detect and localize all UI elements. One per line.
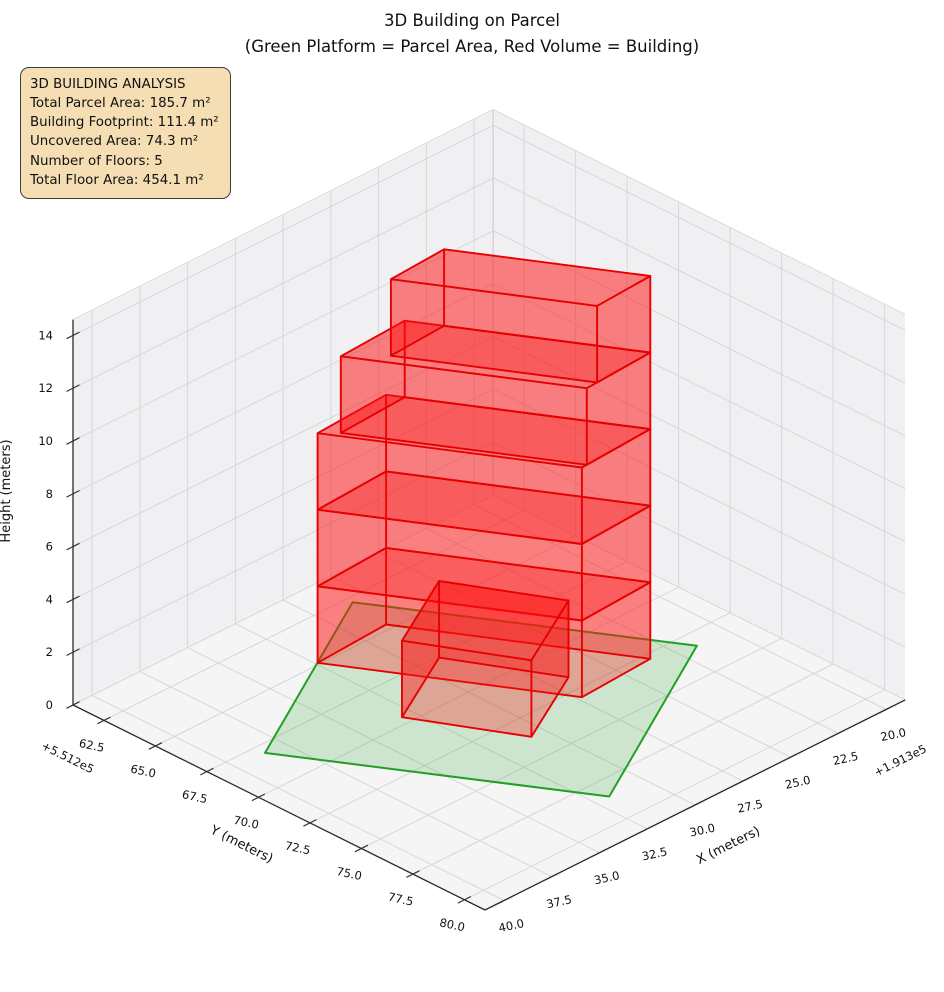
svg-text:35.0: 35.0: [593, 868, 621, 887]
svg-text:30.0: 30.0: [688, 821, 716, 840]
info-line-floors: Number of Floors: 5: [30, 153, 163, 169]
info-line-heading: 3D BUILDING ANALYSIS: [30, 77, 186, 92]
svg-text:40.0: 40.0: [497, 916, 525, 935]
svg-text:80.0: 80.0: [438, 915, 466, 934]
svg-text:14: 14: [38, 328, 53, 342]
z-axis-ticks: [66, 331, 80, 709]
svg-text:72.5: 72.5: [284, 838, 312, 857]
info-line-parcel-area: Total Parcel Area: 185.7 m²: [30, 96, 211, 112]
info-line-footprint: Building Footprint: 111.4 m²: [30, 115, 219, 131]
y-axis-label: Y (meters): [207, 823, 276, 867]
svg-text:70.0: 70.0: [232, 813, 260, 832]
svg-text:Y (meters): Y (meters): [207, 823, 276, 867]
svg-text:2: 2: [46, 645, 53, 659]
svg-text:75.0: 75.0: [335, 864, 363, 883]
x-axis-offset-text: +1.913e5: [872, 741, 929, 779]
annex-box: [401, 580, 570, 738]
svg-text:25.0: 25.0: [784, 773, 812, 792]
y-axis-tick-labels: 62.5 65.0 67.5 70.0 72.5 75.0 77.5 80.0: [78, 736, 466, 934]
svg-text:22.5: 22.5: [832, 749, 860, 768]
info-line-uncovered: Uncovered Area: 74.3 m²: [30, 134, 199, 150]
figure-title-block: 3D Building on Parcel (Green Platform = …: [0, 8, 944, 60]
figure-title: 3D Building on Parcel: [384, 11, 560, 30]
x-axis-ticks: [497, 705, 893, 905]
z-axis-tick-labels: 0 2 4 6 8 10 12 14: [38, 328, 53, 712]
building-floor-2: [316, 470, 652, 622]
svg-text:+1.913e5: +1.913e5: [872, 741, 929, 779]
svg-text:32.5: 32.5: [641, 844, 669, 863]
building-floor-4: [339, 319, 652, 466]
svg-text:20.0: 20.0: [879, 725, 907, 744]
analysis-info-box: 3D BUILDING ANALYSIS Total Parcel Area: …: [20, 67, 231, 199]
figure-subtitle: (Green Platform = Parcel Area, Red Volum…: [244, 36, 700, 56]
z-axis-label: Height (meters): [0, 439, 14, 542]
svg-text:27.5: 27.5: [736, 797, 764, 816]
svg-text:77.5: 77.5: [387, 890, 415, 909]
svg-text:12: 12: [38, 381, 53, 395]
svg-text:0: 0: [46, 698, 53, 712]
svg-text:62.5: 62.5: [78, 736, 106, 755]
svg-text:65.0: 65.0: [129, 762, 157, 781]
svg-text:Height (meters): Height (meters): [0, 439, 14, 542]
svg-text:37.5: 37.5: [545, 892, 573, 911]
svg-text:4: 4: [46, 592, 53, 606]
svg-text:8: 8: [46, 487, 53, 501]
svg-text:10: 10: [38, 434, 53, 448]
building-floor-3: [316, 393, 652, 545]
info-line-floor-area: Total Floor Area: 454.1 m²: [30, 172, 204, 188]
y-axis-ticks: [97, 716, 472, 904]
svg-text:6: 6: [46, 540, 53, 554]
x-axis-tick-labels: 20.0 22.5 25.0 27.5 30.0 32.5 35.0 37.5 40.0: [497, 725, 907, 935]
building-floor-5: [389, 248, 652, 384]
svg-text:67.5: 67.5: [181, 787, 209, 806]
